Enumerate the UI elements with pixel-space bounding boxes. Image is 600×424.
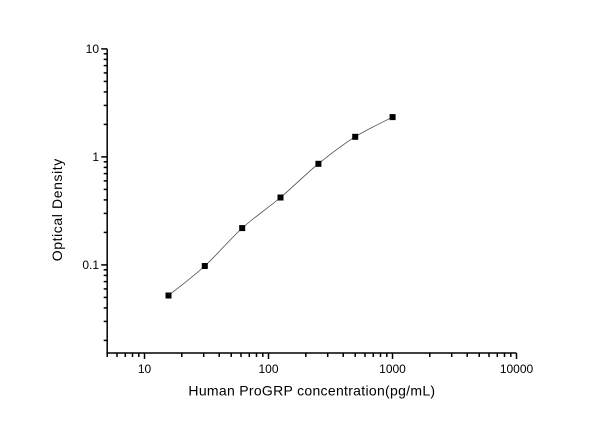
- svg-text:10000: 10000: [500, 362, 534, 376]
- svg-text:1: 1: [92, 150, 99, 164]
- svg-text:Optical Density: Optical Density: [49, 158, 65, 261]
- svg-text:100: 100: [258, 362, 278, 376]
- svg-text:10: 10: [86, 42, 100, 56]
- svg-text:1000: 1000: [379, 362, 406, 376]
- svg-text:Human ProGRP concentration(pg/: Human ProGRP concentration(pg/mL): [188, 383, 435, 399]
- svg-text:10: 10: [138, 362, 152, 376]
- svg-text:0.1: 0.1: [82, 258, 99, 272]
